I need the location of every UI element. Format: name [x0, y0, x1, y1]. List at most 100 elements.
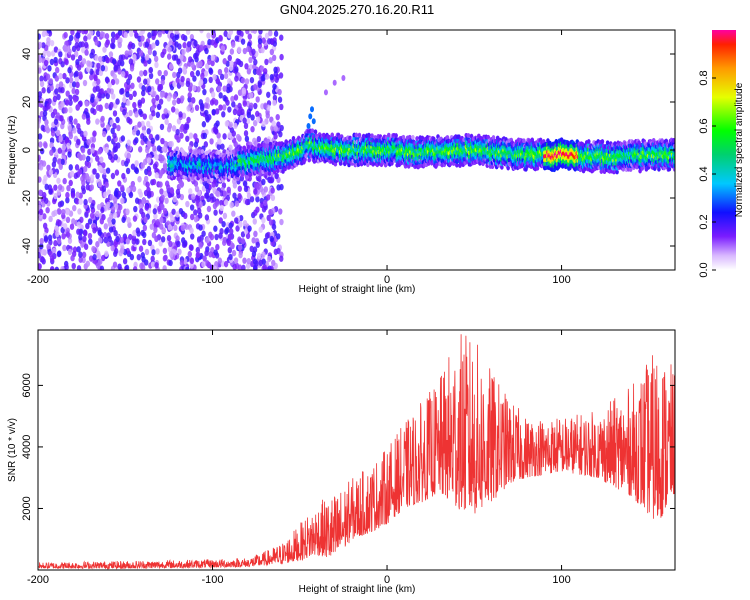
heat-cell-noise — [179, 193, 185, 201]
heat-cell-noise — [84, 100, 89, 107]
heat-cell-noise — [114, 78, 120, 85]
heat-cell-noise — [120, 70, 126, 78]
heat-cell-noise — [155, 94, 160, 101]
heat-cell-noise — [272, 99, 277, 107]
heat-cell-noise — [119, 247, 125, 254]
heat-cell-noise — [238, 60, 244, 68]
heat-cell-noise — [129, 253, 135, 261]
heat-cell-noise — [185, 80, 191, 88]
heat-cell-noise — [155, 78, 160, 85]
heat-cell-noise — [49, 58, 55, 66]
heat-cell-noise — [231, 210, 236, 217]
heat-cell-noise — [77, 168, 83, 175]
heat-cell-ridge — [168, 147, 172, 153]
heat-cell-noise — [222, 85, 227, 92]
heat-cell-noise — [209, 99, 215, 106]
heat-cell-noise — [152, 90, 157, 97]
heat-cell-noise — [214, 200, 220, 207]
heat-cell-noise — [232, 182, 238, 189]
heat-cell-noise — [219, 73, 225, 81]
heat-cell-noise — [65, 208, 70, 216]
heat-cell-noise — [157, 69, 162, 77]
heat-cell-noise — [86, 60, 91, 67]
heat-cell-noise — [94, 54, 99, 62]
heat-cell-noise — [244, 78, 250, 85]
heat-cell-noise — [143, 69, 148, 77]
heat-cell-noise — [271, 54, 277, 62]
heat-cell-noise — [62, 244, 67, 252]
heat-cell-noise — [187, 91, 192, 99]
heat-cell-noise — [256, 183, 261, 190]
heat-cell-noise — [62, 72, 67, 80]
heat-cell-noise — [85, 155, 91, 162]
heat-cell-noise — [243, 122, 249, 130]
heat-cell-noise — [245, 30, 250, 35]
heat-cell-noise — [174, 108, 180, 115]
heat-cell-noise — [154, 154, 159, 161]
heat-cell-noise — [184, 223, 189, 230]
heat-cell-noise — [225, 99, 230, 106]
heat-cell-noise — [210, 54, 216, 61]
heat-cell-noise — [196, 236, 202, 243]
heat-cell-noise — [126, 99, 131, 107]
heat-cell-noise — [98, 55, 103, 63]
heat-cell-ridge — [200, 149, 205, 154]
heat-cell-noise — [240, 108, 245, 116]
heat-cell-noise — [57, 250, 62, 257]
heat-cell-noise — [157, 31, 162, 38]
heat-cell-noise — [208, 67, 213, 74]
heat-cell-noise — [222, 58, 227, 65]
heat-cell-noise — [111, 218, 116, 225]
heat-cell-noise — [167, 224, 173, 231]
heat-cell-noise — [132, 90, 137, 97]
heat-cell-noise — [89, 52, 94, 59]
heat-cell-noise — [151, 232, 157, 239]
heat-cell-noise — [74, 164, 80, 171]
heat-cell-noise — [182, 42, 187, 49]
heat-cell-noise — [242, 117, 247, 124]
heat-cell-noise — [61, 149, 66, 156]
heat-cell-noise — [177, 248, 182, 256]
heat-cell-noise — [209, 233, 215, 241]
heat-cell-noise — [123, 31, 128, 39]
heat-cell-noise — [222, 133, 227, 140]
heat-cell-noise — [255, 110, 260, 118]
heat-cell-noise — [265, 194, 271, 201]
heat-cell-noise — [168, 259, 173, 267]
heat-cell-noise — [210, 91, 216, 98]
heat-cell-noise — [80, 147, 86, 154]
heat-cell-noise — [266, 91, 271, 98]
heat-cell-noise — [189, 70, 195, 78]
heat-cell-noise — [38, 208, 44, 216]
heat-cell-noise — [44, 119, 49, 126]
heat-cell-noise — [171, 208, 176, 215]
heat-cell-noise — [42, 191, 47, 199]
heat-cell-noise — [279, 103, 284, 111]
heat-cell-noise — [95, 155, 100, 162]
heat-cell-noise — [85, 112, 90, 119]
heat-cell-noise — [264, 232, 270, 240]
heat-cell-noise — [270, 187, 275, 194]
heat-cell-noise — [229, 228, 234, 235]
heat-cell-noise — [76, 246, 81, 253]
heat-cell-noise — [176, 71, 181, 79]
heat-cell-noise — [228, 144, 233, 151]
heat-cell-noise — [189, 204, 195, 211]
heat-cell-noise — [83, 229, 88, 237]
heat-cell-noise — [112, 196, 118, 204]
heat-cell-noise — [42, 213, 47, 220]
heat-cell-noise — [176, 240, 181, 248]
heat-cell-noise — [110, 206, 116, 213]
heat-cell-noise — [217, 138, 222, 145]
heat-cell-noise — [80, 41, 85, 48]
heat-cell-noise — [117, 41, 122, 49]
heat-cell-noise — [76, 123, 81, 130]
heat-cell-noise — [39, 98, 45, 105]
heat-cell-noise — [73, 50, 79, 58]
heat-cell-noise — [168, 141, 173, 148]
heat-cell-ridge — [183, 151, 188, 157]
heat-cell-noise — [186, 41, 192, 48]
heat-cell-noise — [213, 209, 218, 216]
heat-cell-noise — [252, 83, 258, 91]
